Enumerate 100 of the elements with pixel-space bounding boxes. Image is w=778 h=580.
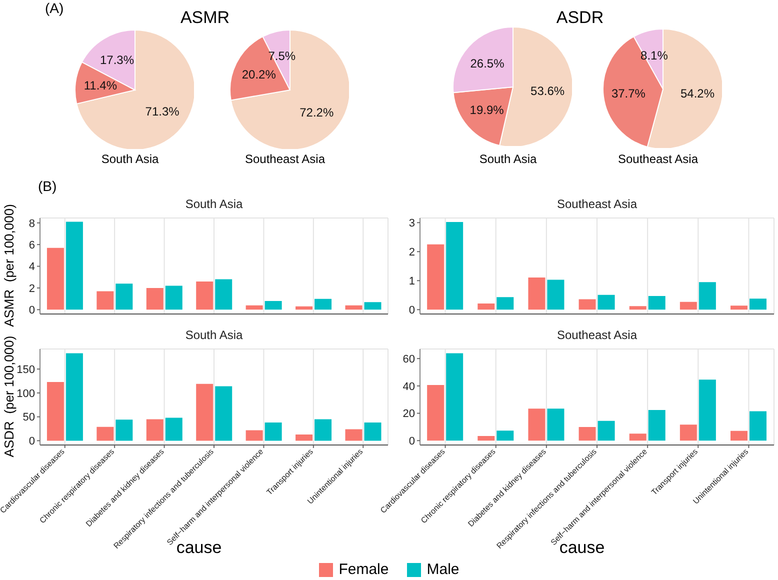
bar — [345, 429, 362, 441]
bar — [496, 430, 514, 441]
bar — [598, 294, 615, 310]
bar — [680, 302, 697, 310]
bar — [750, 411, 767, 441]
legend-label: Female — [338, 561, 389, 578]
bar — [246, 430, 263, 441]
text: South Asia — [478, 152, 538, 166]
y-tick-label: 60 — [402, 353, 415, 366]
bar — [146, 288, 164, 310]
pie-slice — [230, 30, 349, 149]
data-label: 7.5% — [268, 49, 296, 64]
bar — [215, 386, 232, 441]
data-label: 8.1% — [640, 48, 668, 62]
bar — [215, 279, 232, 310]
text: South Asia — [100, 152, 160, 166]
chart-title: ASMR — [179, 8, 231, 28]
bar — [648, 296, 666, 310]
bar — [629, 306, 646, 310]
y-tick-label: 40 — [402, 380, 415, 393]
pie-slice — [76, 30, 194, 149]
bar — [66, 222, 83, 310]
chart-title: South Asia — [184, 197, 244, 211]
text: Southeast Asia — [244, 152, 326, 166]
bar — [750, 298, 767, 310]
y-tick-label: 2 — [408, 246, 415, 259]
data-label: 20.2% — [242, 67, 276, 82]
y-tick-label: 8 — [28, 218, 35, 230]
bar — [648, 410, 666, 441]
legend-label: Male — [426, 561, 460, 578]
bar — [547, 280, 564, 310]
bar — [427, 384, 444, 441]
bar — [296, 306, 313, 310]
bar — [96, 291, 114, 310]
y-tick-label: 1 — [408, 276, 415, 288]
bar — [264, 422, 282, 441]
y-tick-label: 3 — [408, 218, 415, 230]
bar — [364, 422, 382, 441]
bar — [528, 277, 546, 310]
y-tick-label: 0 — [28, 436, 35, 448]
y-tick-label: 2 — [28, 282, 35, 295]
bar — [547, 408, 564, 441]
data-label: 53.6% — [530, 84, 565, 98]
bar — [578, 299, 596, 310]
data-label: 37.7% — [611, 86, 646, 100]
bar — [478, 436, 495, 441]
bar — [629, 434, 646, 441]
y-tick-label: 6 — [28, 239, 35, 252]
bar — [165, 286, 182, 310]
bar — [46, 382, 64, 441]
y-tick-label: 100 — [16, 388, 35, 400]
data-label: 71.3% — [145, 104, 180, 119]
y-tick-label: 0 — [408, 436, 415, 448]
bar — [296, 434, 313, 441]
bar — [478, 304, 495, 310]
bar — [314, 298, 332, 310]
bar — [264, 300, 282, 310]
bar — [446, 353, 464, 441]
bar — [246, 305, 263, 310]
bar — [345, 305, 362, 310]
bar — [165, 418, 182, 441]
bar — [698, 282, 716, 310]
bar — [730, 306, 748, 310]
text: Southeast Asia — [616, 152, 700, 166]
y-tick-label: 150 — [16, 364, 35, 376]
bar — [730, 430, 748, 441]
data-label: 19.9% — [470, 102, 504, 117]
bar — [446, 222, 464, 310]
data-label: 17.3% — [100, 53, 134, 68]
data-label: 11.4% — [84, 78, 118, 93]
bar — [96, 426, 114, 441]
bar — [46, 248, 64, 310]
y-tick-label: 0 — [28, 304, 35, 317]
text: (B) — [38, 178, 57, 194]
data-label: 72.2% — [300, 105, 334, 120]
bar — [116, 284, 133, 310]
y-axis-title: ASDR (per 100,000) — [2, 334, 16, 460]
data-label: 54.2% — [680, 86, 715, 101]
chart-title: Southeast Asia — [556, 197, 638, 211]
y-tick-label: 0 — [408, 304, 415, 317]
bar — [680, 424, 697, 441]
y-tick-label: 50 — [22, 412, 35, 424]
bar — [427, 244, 444, 310]
bar — [66, 353, 83, 441]
chart-title: ASDR — [555, 8, 605, 28]
data-label: 26.5% — [470, 56, 505, 71]
chart-title: South Asia — [184, 328, 244, 342]
bar — [698, 380, 716, 441]
bar — [598, 420, 615, 441]
bar — [196, 384, 214, 441]
y-tick-label: 4 — [28, 261, 35, 274]
bar — [314, 419, 332, 441]
chart-title: Southeast Asia — [556, 328, 638, 342]
bar — [116, 420, 133, 441]
bar — [528, 408, 546, 441]
y-tick-label: 20 — [402, 408, 415, 420]
bar — [196, 281, 214, 310]
text: (A) — [45, 0, 64, 16]
bar — [146, 419, 164, 441]
bar — [496, 297, 514, 310]
